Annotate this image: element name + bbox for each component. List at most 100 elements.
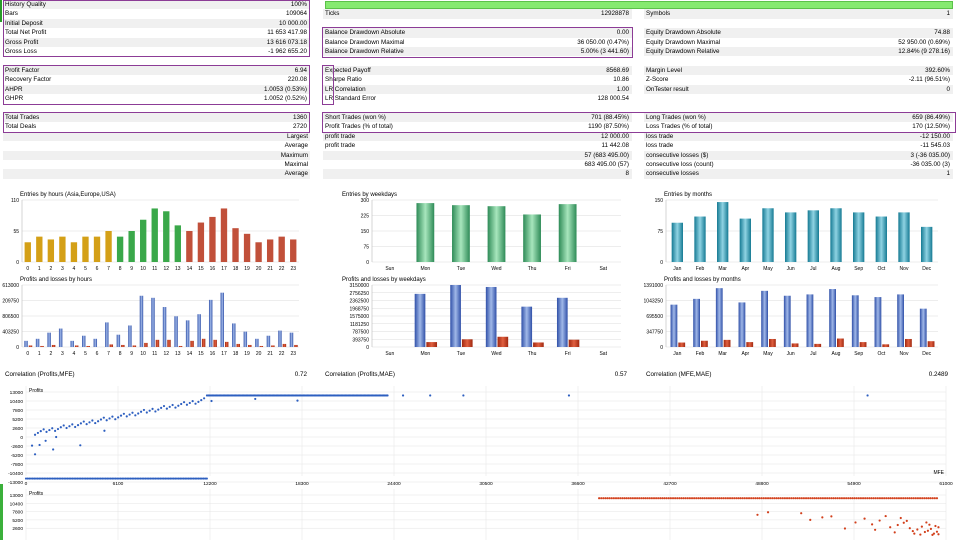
scatter-point	[682, 497, 685, 500]
scatter-point	[600, 497, 603, 500]
x-tick-label: 1	[38, 266, 41, 272]
scatter-point	[870, 497, 873, 500]
correlation-label: Correlation (Profits,MAE)	[325, 371, 395, 378]
x-tick-label: 17	[221, 351, 227, 357]
summary-row: Z-Score -2.11 (96.51%)	[644, 75, 953, 84]
bar	[739, 218, 751, 262]
scatter-point	[874, 528, 877, 531]
scatter-point	[896, 523, 899, 527]
profit-bar	[162, 307, 167, 347]
scatter-point	[785, 497, 789, 500]
scatter-point	[790, 497, 793, 500]
scatter-point	[122, 412, 125, 415]
scatter-point	[916, 497, 920, 500]
x-tick-label: 21	[267, 266, 273, 272]
scatter-point	[932, 532, 936, 535]
scatter-point	[636, 497, 639, 500]
summary-row: loss trade -11 545.03	[644, 141, 953, 150]
x-tick-label: 42700	[663, 481, 677, 487]
scatter-point	[747, 497, 751, 500]
scatter-point	[134, 477, 137, 480]
scatter-point	[674, 497, 677, 500]
scatter-point	[766, 497, 770, 500]
summary-value: 8568.69	[606, 67, 629, 74]
scatter-title: Profits	[29, 388, 44, 394]
summary-row: LR Standard Error 128 000.54	[323, 94, 632, 103]
x-tick-label: Jan	[673, 266, 681, 272]
scatter-point	[925, 497, 928, 500]
summary-label: Z-Score	[646, 76, 669, 84]
scatter-point	[87, 477, 91, 480]
x-tick-label: Sep	[854, 266, 863, 272]
x-tick-label: Thu	[528, 351, 537, 357]
loss-bar	[109, 344, 114, 347]
bar	[163, 211, 170, 262]
summary-value: 12 000.00	[600, 132, 629, 140]
profit-bar	[139, 295, 144, 347]
scatter-point	[716, 497, 719, 500]
profit-bar	[255, 338, 259, 347]
summary-row: OnTester result 0	[644, 84, 953, 95]
summary-value: 100%	[290, 1, 307, 8]
profit-bar	[266, 335, 271, 347]
summary-value: 1	[946, 170, 950, 178]
summary-value: 2720	[292, 123, 307, 131]
correlation-value: 0.57	[614, 371, 627, 378]
y-tick-label: 225	[361, 214, 370, 220]
bar	[290, 239, 297, 262]
y-tick-label: 393750	[352, 337, 369, 343]
scatter-point	[697, 497, 700, 500]
y-tick-label: 5200	[12, 518, 23, 524]
x-tick-label: May	[763, 266, 773, 272]
scatter-point	[97, 477, 101, 480]
scatter-point	[39, 477, 43, 480]
scatter-point	[149, 477, 152, 480]
scatter-point	[170, 477, 174, 480]
scatter-point	[51, 427, 54, 430]
scatter-point	[918, 497, 922, 500]
scatter-point	[722, 497, 725, 500]
scatter-point	[45, 430, 48, 433]
summary-label: Loss Trades (% of total)	[646, 123, 713, 131]
x-tick-label: 12	[163, 266, 169, 272]
scatter-point	[71, 477, 74, 480]
loss-bar	[86, 345, 90, 347]
x-tick-label: Sep	[854, 351, 863, 357]
bar	[671, 222, 683, 262]
summary-label: Balance Drawdown Maximal	[325, 38, 405, 46]
scatter-point	[815, 497, 818, 500]
loss-bar	[178, 345, 183, 347]
bar	[558, 204, 577, 262]
loss-bar	[28, 345, 33, 347]
scatter-point	[699, 497, 702, 500]
scatter-point	[807, 497, 810, 500]
chart-title: Profits and losses by weekdays	[342, 277, 426, 283]
scatter-point	[56, 477, 59, 480]
x-tick-label: 16	[210, 266, 216, 272]
loss-bar	[905, 338, 912, 347]
scatter-point	[38, 443, 41, 447]
profit-bar	[919, 308, 927, 347]
scatter-point	[68, 477, 71, 480]
y-tick-label: 0	[366, 345, 369, 351]
x-tick-label: Sat	[599, 351, 607, 357]
scatter-point	[921, 497, 924, 500]
y-tick-label: 1968750	[350, 306, 370, 312]
scatter-point	[669, 497, 673, 500]
summary-label: Total Trades	[5, 114, 40, 121]
bar	[762, 208, 774, 262]
scatter-point	[26, 477, 29, 480]
summary-value: 392.60%	[925, 67, 950, 74]
scatter-point	[929, 497, 932, 500]
scatter-point	[63, 477, 66, 480]
scatter-point	[165, 477, 169, 480]
scatter-point	[127, 477, 130, 480]
summary-row: Equity Drawdown Relative 12.84% (9 278.16…	[644, 47, 953, 57]
y-tick-label: 787500	[352, 330, 369, 336]
scatter-point	[859, 497, 863, 500]
x-tick-label: 9	[130, 266, 133, 272]
scatter-point	[142, 408, 146, 412]
x-tick-label: Nov	[900, 351, 909, 357]
bar	[70, 242, 78, 262]
scatter-point	[627, 497, 630, 500]
